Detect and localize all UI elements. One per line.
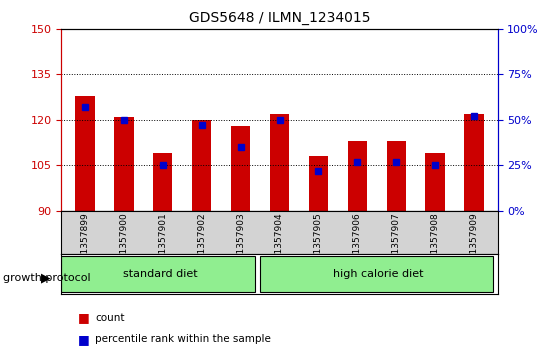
- Title: GDS5648 / ILMN_1234015: GDS5648 / ILMN_1234015: [189, 11, 370, 25]
- Bar: [465, 114, 484, 211]
- Text: GSM1357906: GSM1357906: [353, 213, 362, 273]
- Text: GSM1357904: GSM1357904: [275, 213, 284, 273]
- Text: ■: ■: [78, 333, 90, 346]
- Text: GSM1357899: GSM1357899: [80, 213, 89, 273]
- Text: GSM1357905: GSM1357905: [314, 213, 323, 273]
- Bar: [75, 95, 94, 211]
- Bar: [231, 126, 250, 211]
- Text: GSM1357900: GSM1357900: [119, 213, 128, 273]
- Bar: [114, 117, 134, 211]
- Bar: [270, 114, 289, 211]
- FancyBboxPatch shape: [260, 256, 493, 292]
- Text: growth protocol: growth protocol: [3, 273, 91, 283]
- Text: GSM1357907: GSM1357907: [392, 213, 401, 273]
- Text: percentile rank within the sample: percentile rank within the sample: [95, 334, 271, 344]
- Text: count: count: [95, 313, 125, 323]
- Text: GSM1357908: GSM1357908: [431, 213, 440, 273]
- Bar: [387, 141, 406, 211]
- Text: GSM1357902: GSM1357902: [197, 213, 206, 273]
- Text: ■: ■: [78, 311, 90, 324]
- Text: GSM1357903: GSM1357903: [236, 213, 245, 273]
- Bar: [425, 153, 445, 211]
- Bar: [309, 156, 328, 211]
- Bar: [192, 120, 211, 211]
- Text: standard diet: standard diet: [124, 269, 198, 279]
- Text: high calorie diet: high calorie diet: [333, 269, 424, 279]
- Text: GSM1357909: GSM1357909: [470, 213, 479, 273]
- Bar: [153, 153, 172, 211]
- Text: GSM1357901: GSM1357901: [158, 213, 167, 273]
- FancyBboxPatch shape: [61, 256, 255, 292]
- Text: ▶: ▶: [41, 271, 50, 284]
- Bar: [348, 141, 367, 211]
